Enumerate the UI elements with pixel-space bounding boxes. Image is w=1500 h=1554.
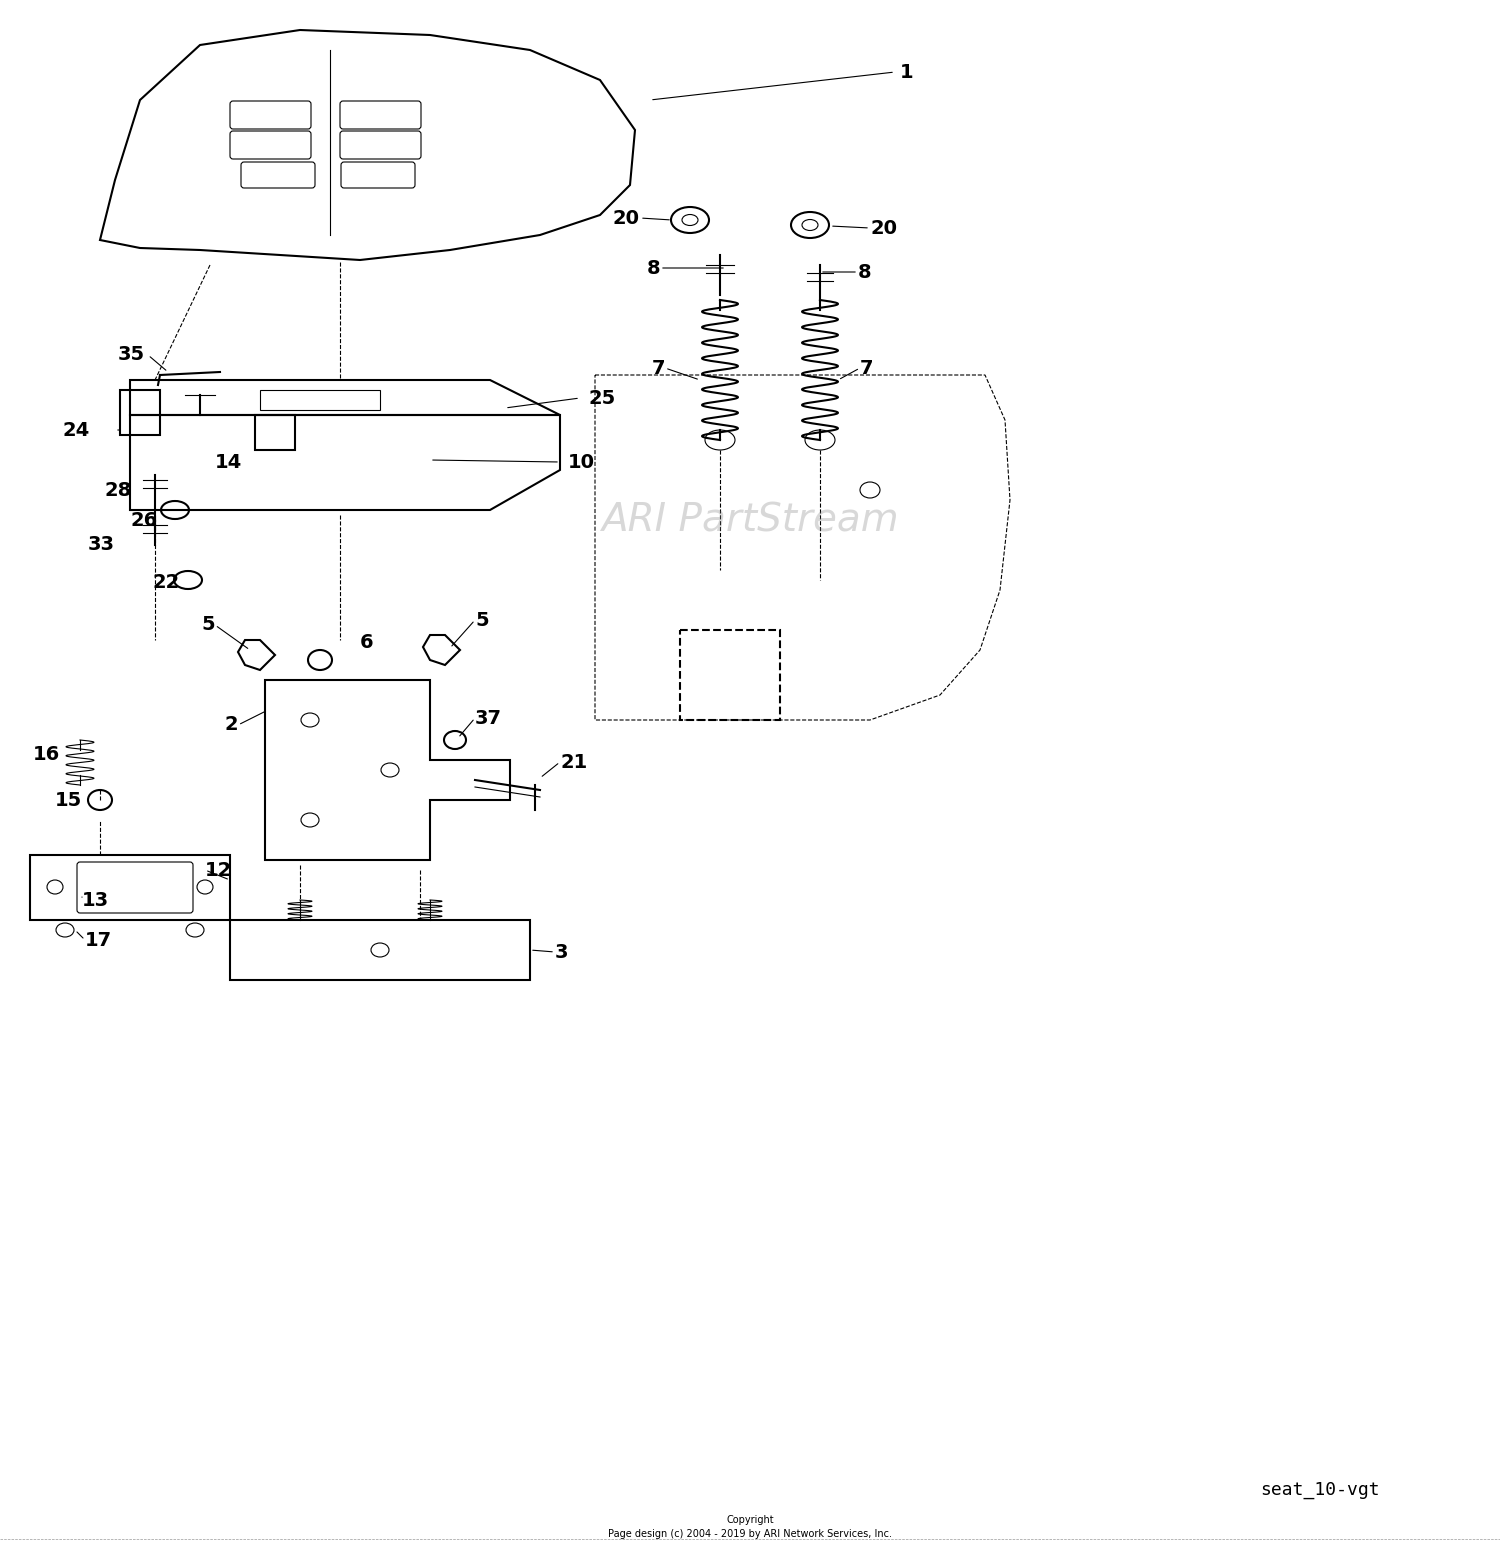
Text: 22: 22 (152, 573, 180, 592)
Text: 1: 1 (900, 62, 914, 81)
Text: ARI PartStream: ARI PartStream (602, 500, 898, 539)
Text: 24: 24 (62, 421, 90, 440)
Text: 5: 5 (201, 615, 214, 634)
Text: 35: 35 (118, 345, 146, 365)
Text: 14: 14 (214, 452, 243, 471)
Text: 5: 5 (476, 611, 489, 629)
Text: 8: 8 (858, 263, 871, 281)
Text: Copyright: Copyright (726, 1515, 774, 1524)
Text: seat_10-vgt: seat_10-vgt (1260, 1481, 1380, 1500)
Text: 16: 16 (33, 746, 60, 765)
Text: 10: 10 (568, 452, 596, 471)
Text: 28: 28 (105, 480, 132, 499)
Text: 6: 6 (360, 632, 374, 651)
Text: 7: 7 (651, 359, 664, 378)
Text: 15: 15 (54, 791, 82, 810)
Text: 25: 25 (588, 388, 615, 407)
Text: 2: 2 (225, 715, 238, 735)
Text: 21: 21 (560, 752, 588, 771)
Text: 20: 20 (870, 219, 897, 238)
Text: 8: 8 (646, 258, 660, 278)
Text: 13: 13 (82, 890, 110, 909)
Text: 33: 33 (88, 536, 116, 555)
Text: 3: 3 (555, 942, 568, 962)
Text: 26: 26 (130, 511, 158, 530)
Text: 20: 20 (614, 208, 640, 227)
Text: 7: 7 (859, 359, 873, 378)
Text: Page design (c) 2004 - 2019 by ARI Network Services, Inc.: Page design (c) 2004 - 2019 by ARI Netwo… (608, 1529, 892, 1538)
Text: 17: 17 (86, 931, 112, 949)
Text: 12: 12 (206, 861, 232, 880)
Text: 37: 37 (476, 709, 502, 727)
